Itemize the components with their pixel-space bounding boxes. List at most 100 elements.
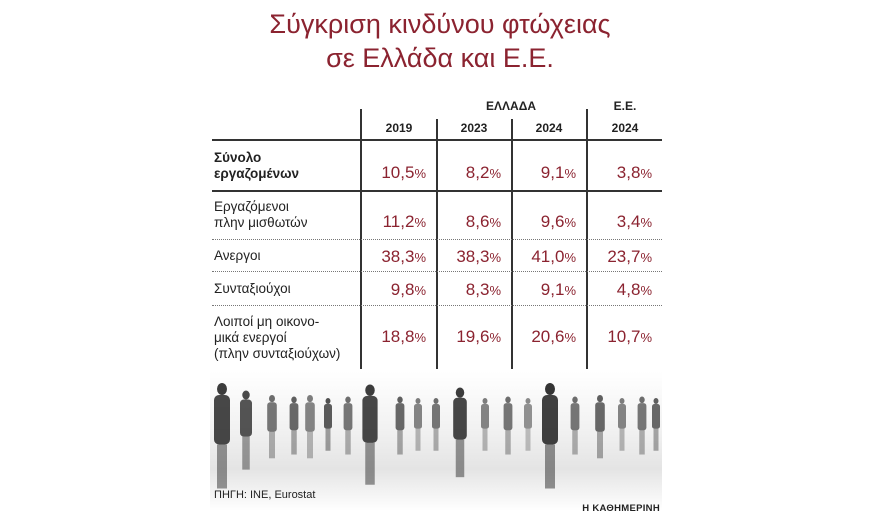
row-label-line: (πλην συνταξιούχων) — [214, 346, 341, 361]
row-label-line: Σύνολο — [214, 150, 262, 165]
chart-title-line1: Σύγκριση κινδύνου φτώχειας — [269, 9, 611, 39]
brand-logo: Η ΚΑΘΗΜΕΡΙΝΗ — [582, 503, 660, 514]
column-header-2023: 2023 — [460, 121, 488, 135]
row-divider — [212, 305, 662, 306]
cell-unit: % — [489, 283, 501, 298]
chart-title-line2: σε Ελλάδα και Ε.Ε. — [326, 43, 554, 73]
person-silhouette — [343, 396, 353, 455]
cell-unit: % — [564, 250, 576, 265]
cell-value: 18,8 — [381, 327, 415, 346]
cell-value: 3,8 — [616, 163, 641, 182]
person-silhouette — [395, 396, 405, 455]
person-silhouette — [324, 398, 332, 451]
person-silhouette — [362, 384, 378, 485]
table-cell: 41,0% — [506, 247, 576, 267]
cell-unit: % — [414, 250, 426, 265]
cell-unit: % — [414, 330, 426, 345]
cell-unit: % — [489, 215, 501, 230]
cell-value: 8,3 — [465, 280, 490, 299]
person-silhouette — [542, 383, 558, 489]
person-silhouette — [503, 396, 513, 455]
table-cell: 9,6% — [506, 212, 576, 232]
table-cell: 8,6% — [431, 212, 501, 232]
person-silhouette — [524, 398, 532, 451]
source-note: ΠΗΓΗ: INE, Eurostat — [214, 489, 316, 501]
cell-unit: % — [489, 166, 501, 181]
person-silhouette — [595, 395, 605, 459]
cell-value: 3,4 — [616, 212, 641, 231]
cell-unit: % — [414, 283, 426, 298]
cell-value: 8,6 — [465, 212, 490, 231]
crowd-silhouettes — [214, 383, 660, 489]
row-label-line: Λοιποί μη οικονο- — [214, 314, 320, 329]
cell-value: 41,0 — [531, 247, 565, 266]
row-rule — [212, 190, 662, 192]
cell-unit: % — [564, 330, 576, 345]
header-rule — [212, 139, 662, 141]
column-header-2024-eu: 2024 — [611, 121, 639, 135]
person-silhouette — [289, 396, 299, 455]
cell-value: 9,1 — [540, 280, 565, 299]
column-divider — [511, 119, 513, 369]
table-cell: 38,3% — [356, 247, 426, 267]
cell-unit: % — [640, 283, 652, 298]
person-silhouette — [453, 387, 467, 478]
cell-unit: % — [564, 166, 576, 181]
cell-unit: % — [564, 283, 576, 298]
table-cell: 8,3% — [431, 280, 501, 300]
row-label-line: Ανεργοι — [214, 248, 261, 263]
column-header-2024-greece: 2024 — [535, 121, 563, 135]
cell-value: 9,6 — [540, 212, 565, 231]
cell-unit: % — [489, 330, 501, 345]
cell-unit: % — [640, 250, 652, 265]
table-cell: 9,1% — [506, 163, 576, 183]
person-silhouette — [240, 390, 252, 470]
group-header-eu: Ε.Ε. — [613, 99, 637, 113]
row-divider — [212, 271, 662, 272]
cell-value: 9,1 — [540, 163, 565, 182]
person-silhouette — [570, 396, 580, 455]
row-label-line: Συνταξιούχοι — [214, 281, 291, 296]
person-silhouette — [652, 398, 660, 451]
table-cell: 3,8% — [582, 163, 652, 183]
cell-value: 38,3 — [381, 247, 415, 266]
cell-unit: % — [640, 215, 652, 230]
person-silhouette — [432, 398, 440, 451]
cell-value: 19,6 — [456, 327, 490, 346]
table-cell: 11,2% — [356, 212, 426, 232]
cell-value: 20,6 — [531, 327, 565, 346]
column-divider — [436, 119, 438, 369]
cell-unit: % — [414, 166, 426, 181]
table-cell: 38,3% — [431, 247, 501, 267]
person-silhouette — [618, 398, 626, 451]
cell-value: 9,8 — [390, 280, 415, 299]
cell-value: 23,7 — [607, 247, 641, 266]
table-cell: 4,8% — [582, 280, 652, 300]
table-cell: 23,7% — [582, 247, 652, 267]
table-cell: 8,2% — [431, 163, 501, 183]
row-label-total-employed: Σύνολο εργαζομένων — [214, 150, 299, 182]
row-label-other-inactive: Λοιποί μη οικονο- μικά ενεργοί (πλην συν… — [214, 314, 340, 362]
person-silhouette — [305, 395, 315, 459]
cell-unit: % — [640, 330, 652, 345]
row-divider — [212, 239, 662, 240]
group-header-greece: ΕΛΛΑΔΑ — [486, 99, 536, 113]
column-header-2019: 2019 — [385, 121, 413, 135]
row-label-line: Εργαζόμενοι — [214, 199, 289, 214]
cell-unit: % — [414, 215, 426, 230]
table-cell: 9,1% — [506, 280, 576, 300]
row-label-line: εργαζομένων — [214, 166, 300, 181]
row-label-pensioners: Συνταξιούχοι — [214, 281, 291, 297]
person-silhouette — [637, 396, 647, 455]
cell-value: 10,5 — [381, 163, 415, 182]
cell-value: 11,2 — [382, 212, 415, 231]
table-cell: 10,7% — [582, 327, 652, 347]
cell-value: 10,7 — [607, 327, 641, 346]
table-cell: 3,4% — [582, 212, 652, 232]
table-cell: 9,8% — [356, 280, 426, 300]
person-silhouette — [481, 398, 489, 451]
table-cell: 18,8% — [356, 327, 426, 347]
cell-value: 38,3 — [456, 247, 490, 266]
cell-value: 8,2 — [465, 163, 490, 182]
person-silhouette — [214, 383, 230, 489]
